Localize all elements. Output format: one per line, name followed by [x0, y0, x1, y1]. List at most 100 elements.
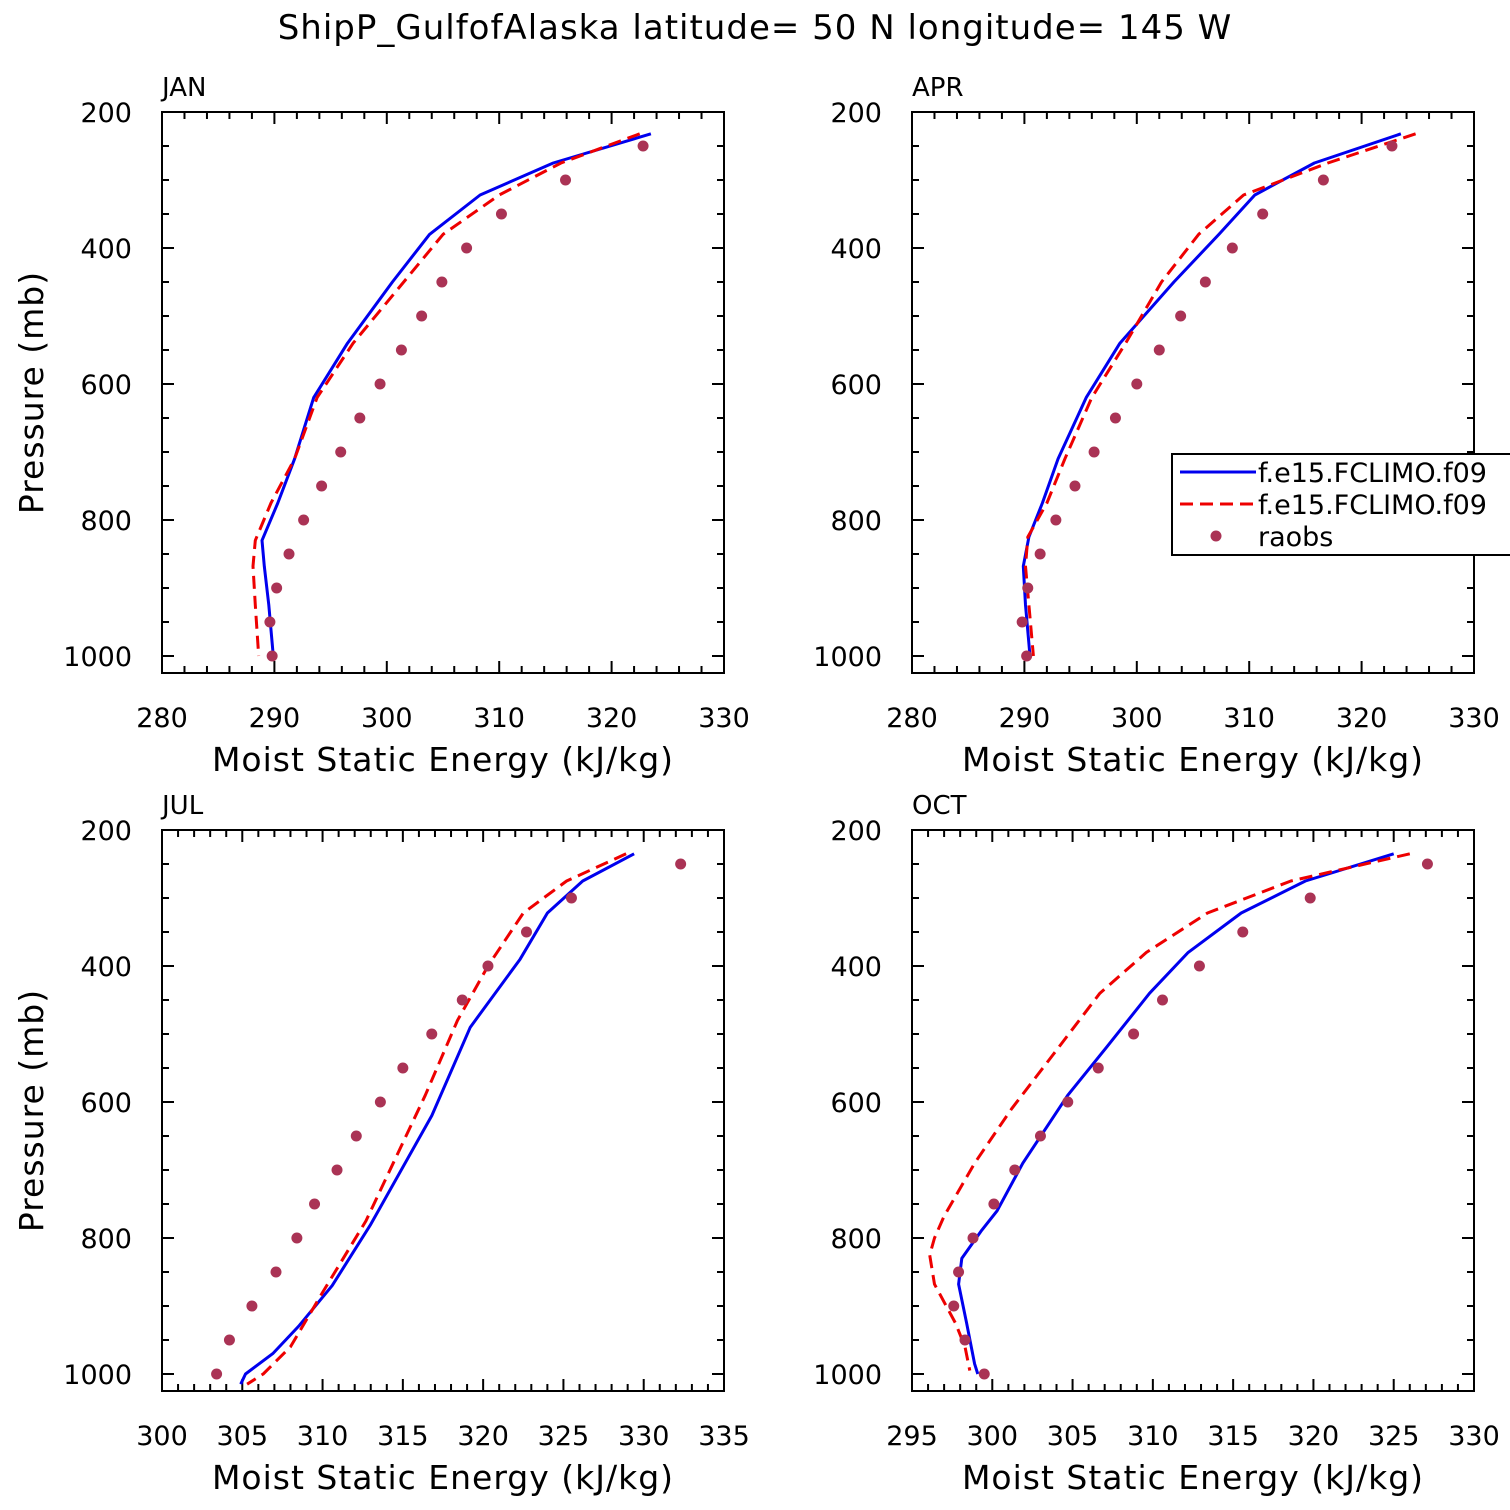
x-tick-label: 325	[1368, 1421, 1420, 1452]
raobs-point	[1257, 208, 1269, 220]
x-axis-label: Moist Static Energy (kJ/kg)	[212, 1458, 674, 1497]
x-tick-label: 280	[886, 703, 938, 734]
model2-line	[928, 852, 1411, 1371]
x-axis-label: Moist Static Energy (kJ/kg)	[962, 740, 1424, 779]
x-tick-label: 335	[698, 1421, 750, 1452]
raobs-point	[978, 1368, 990, 1380]
raobs-point	[271, 582, 283, 594]
raobs-point	[565, 892, 577, 904]
raobs-point	[1193, 960, 1205, 972]
raobs-point	[1199, 276, 1211, 288]
raobs-point	[223, 1334, 235, 1346]
x-tick-label: 305	[1047, 1421, 1099, 1452]
panel-jan: 280 290 300 310 320 330 200 400 600 800 1000 JAN Moi…	[12, 73, 750, 779]
x-tick-label: 305	[217, 1421, 269, 1452]
series-group	[251, 132, 652, 662]
raobs-point	[397, 1062, 409, 1074]
raobs-point	[416, 310, 428, 322]
raobs-point	[1226, 242, 1238, 254]
x-tick-label: 330	[1448, 703, 1500, 734]
x-tick-label: 310	[1127, 1421, 1179, 1452]
y-tick-label: 800	[80, 1224, 132, 1255]
x-tick-label: 330	[618, 1421, 670, 1452]
legend-entry: f.e15.FCLIMO.f09	[1258, 490, 1487, 521]
raobs-point	[495, 208, 507, 220]
model1-line	[1021, 132, 1402, 657]
raobs-point	[520, 926, 532, 938]
y-tick-label: 1000	[63, 642, 132, 673]
y-tick-label: 400	[830, 234, 882, 265]
x-tick-label: 325	[538, 1421, 590, 1452]
model1-line	[239, 852, 635, 1385]
x-tick-label: 300	[1111, 703, 1163, 734]
panel-label: OCT	[912, 791, 967, 821]
model2-line	[1024, 132, 1417, 657]
y-tick-label: 800	[830, 1224, 882, 1255]
raobs-point	[211, 1368, 223, 1380]
raobs-point	[1034, 548, 1046, 560]
x-tick-label: 280	[136, 703, 188, 734]
raobs-point	[637, 140, 649, 152]
x-tick-label: 300	[136, 1421, 188, 1452]
model2-line	[251, 132, 641, 657]
raobs-point	[298, 514, 310, 526]
legend-entry: f.e15.FCLIMO.f09	[1258, 458, 1487, 489]
raobs-point	[246, 1300, 258, 1312]
raobs-point	[1131, 378, 1143, 390]
series-group	[211, 852, 687, 1386]
raobs-point	[1062, 1096, 1074, 1108]
raobs-point	[1016, 616, 1028, 628]
plot-frame	[911, 829, 1475, 1392]
raobs-point	[266, 650, 278, 662]
raobs-point	[1175, 310, 1187, 322]
raobs-point	[1128, 1028, 1140, 1040]
x-tick-label: 300	[361, 703, 413, 734]
x-tick-label: 290	[999, 703, 1051, 734]
raobs-point	[309, 1198, 321, 1210]
x-tick-label: 330	[1448, 1421, 1500, 1452]
raobs-point	[1153, 344, 1165, 356]
y-axis-label: Pressure (mb)	[12, 989, 51, 1232]
raobs-point	[1237, 926, 1249, 938]
raobs-point	[1156, 994, 1168, 1006]
panel-jul: 300 305 310 315 320 325 330 335 200 400 600 800 1000…	[12, 791, 750, 1497]
y-tick-label: 400	[830, 952, 882, 983]
raobs-point	[350, 1130, 362, 1142]
x-tick-label: 315	[1207, 1421, 1259, 1452]
raobs-point	[264, 616, 276, 628]
x-tick-label: 310	[297, 1421, 349, 1452]
raobs-point	[482, 960, 494, 972]
y-tick-label: 400	[80, 952, 132, 983]
raobs-point	[461, 242, 473, 254]
raobs-point	[1069, 480, 1081, 492]
model2-line	[246, 852, 627, 1386]
raobs-point	[456, 994, 468, 1006]
y-tick-label: 200	[830, 816, 882, 847]
raobs-point	[354, 412, 366, 424]
raobs-point	[1021, 650, 1033, 662]
y-tick-label: 600	[830, 1088, 882, 1119]
model1-line	[260, 132, 652, 657]
raobs-point	[967, 1232, 979, 1244]
x-tick-label: 295	[886, 1421, 938, 1452]
y-tick-label: 400	[80, 234, 132, 265]
raobs-point	[675, 858, 687, 870]
raobs-point	[1304, 892, 1316, 904]
y-tick-label: 800	[830, 506, 882, 537]
raobs-point	[1022, 582, 1034, 594]
raobs-point	[374, 1096, 386, 1108]
raobs-point	[316, 480, 328, 492]
raobs-point	[395, 344, 407, 356]
y-tick-label: 600	[830, 370, 882, 401]
raobs-point	[1009, 1164, 1021, 1176]
y-tick-label: 200	[80, 816, 132, 847]
figure-title: ShipP_GulfofAlaska latitude= 50 N longit…	[277, 8, 1233, 48]
plot-frame	[161, 111, 725, 674]
raobs-point	[1088, 446, 1100, 458]
panel-label: JUL	[160, 791, 204, 821]
raobs-point	[953, 1266, 965, 1278]
x-tick-label: 330	[698, 703, 750, 734]
x-tick-label: 320	[586, 703, 638, 734]
x-tick-label: 310	[473, 703, 525, 734]
raobs-point	[283, 548, 295, 560]
